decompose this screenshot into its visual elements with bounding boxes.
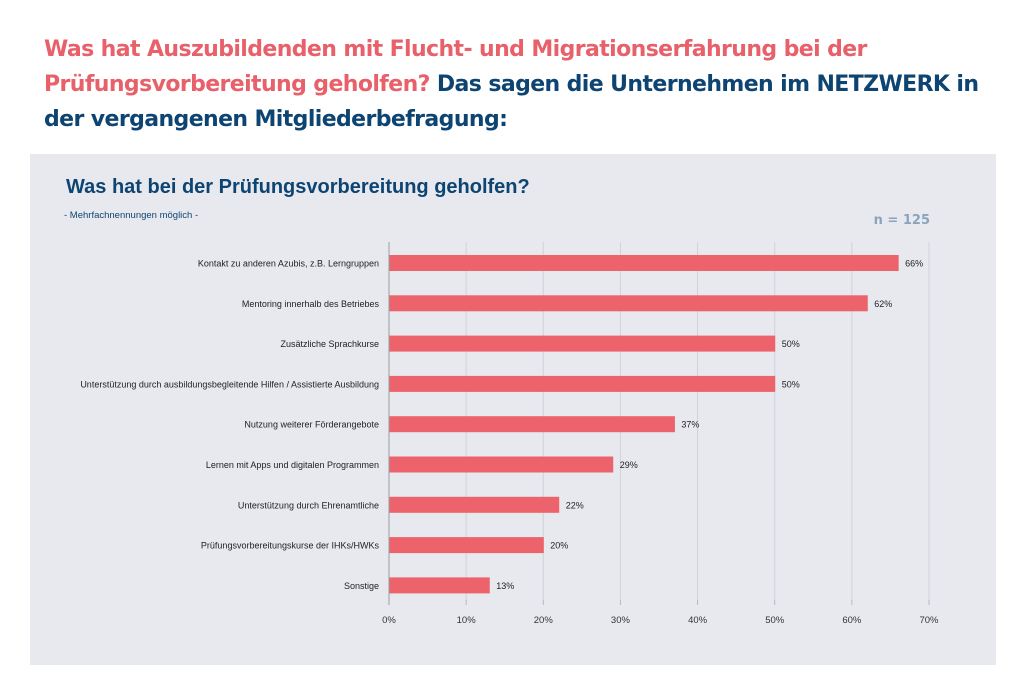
chart-panel: Was hat bei der Prüfungsvorbereitung geh… <box>30 154 996 665</box>
headline-question: Was hat Auszubildenden mit Flucht- und M… <box>44 37 867 97</box>
data-label: 66% <box>905 259 923 269</box>
data-label: 50% <box>782 379 800 389</box>
x-tick-label: 0% <box>382 615 396 626</box>
bar <box>389 537 544 554</box>
category-label: Zusätzliche Sprachkurse <box>280 339 379 349</box>
bar <box>389 335 776 352</box>
bar <box>389 456 614 473</box>
category-label: Unterstützung durch Ehrenamtliche <box>238 500 379 510</box>
x-tick-label: 30% <box>611 615 631 626</box>
category-label: Kontakt zu anderen Azubis, z.B. Lerngrup… <box>198 259 379 269</box>
x-tick-label: 40% <box>688 615 708 626</box>
data-label: 29% <box>620 460 638 470</box>
bar <box>389 496 560 513</box>
data-label: 37% <box>681 420 699 430</box>
category-label: Lernen mit Apps und digitalen Programmen <box>206 460 379 470</box>
data-label: 20% <box>550 541 568 551</box>
data-label: 62% <box>874 299 892 309</box>
bar <box>389 577 490 594</box>
page-headline: Was hat Auszubildenden mit Flucht- und M… <box>44 32 984 137</box>
category-label: Nutzung weiterer Förderangebote <box>244 420 379 430</box>
bar <box>389 295 868 312</box>
chart-title: Was hat bei der Prüfungsvorbereitung geh… <box>66 176 530 198</box>
bar <box>389 255 899 271</box>
x-tick-label: 10% <box>457 615 477 626</box>
x-tick-label: 60% <box>842 615 862 626</box>
category-label: Sonstige <box>344 581 379 591</box>
category-label: Mentoring innerhalb des Betriebes <box>242 299 380 309</box>
data-label: 13% <box>496 581 514 591</box>
x-tick-label: 50% <box>765 615 785 626</box>
x-tick-label: 70% <box>919 615 939 626</box>
x-tick-label: 20% <box>534 615 554 626</box>
data-label: 22% <box>566 500 584 510</box>
bar-chart: 0% 10% 20% 30% 40% 50% 60% 70% Kontakt zu andere… <box>80 242 939 626</box>
category-label: Prüfungsvorbereitungskurse der IHKs/HWKs <box>201 541 380 551</box>
bar <box>389 375 776 392</box>
category-label: Unterstützung durch ausbildungsbegleiten… <box>80 379 379 389</box>
chart-subtitle: - Mehrfachnennungen möglich - <box>64 210 199 221</box>
bar <box>389 416 675 433</box>
headline-context: Das sagen die Unternehmen im NETZWERK in… <box>44 72 979 132</box>
sample-size-label: n = 125 <box>873 213 930 228</box>
data-label: 50% <box>782 339 800 349</box>
